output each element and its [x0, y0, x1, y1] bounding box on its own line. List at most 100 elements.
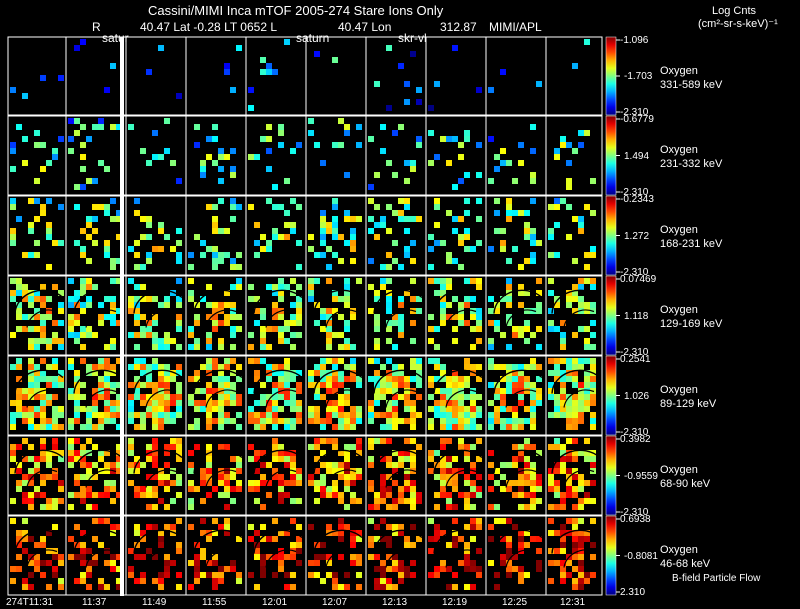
pixel: [386, 456, 392, 462]
pixel: [296, 418, 302, 424]
pixel: [320, 370, 326, 376]
pixel: [326, 406, 332, 412]
pixel: [236, 364, 242, 370]
image-panel: [548, 358, 601, 430]
colorbar-mid-label: 1.026: [624, 390, 650, 402]
pixel: [452, 370, 458, 376]
pixel: [92, 474, 98, 480]
pixel: [230, 258, 236, 264]
pixel: [326, 462, 332, 468]
pixel: [308, 370, 314, 376]
pixel: [458, 216, 464, 222]
pixel: [470, 584, 476, 590]
pixel: [452, 536, 458, 542]
pixel: [572, 412, 578, 418]
pixel: [428, 548, 434, 554]
pixel: [230, 148, 236, 154]
pixel: [446, 456, 452, 462]
pixel: [68, 326, 74, 332]
pixel: [338, 358, 344, 364]
pixel: [110, 554, 116, 560]
pixel: [140, 462, 146, 468]
pixel: [260, 246, 266, 252]
pixel: [566, 364, 572, 370]
image-panel: [308, 278, 363, 350]
pixel: [272, 302, 278, 308]
pixel: [488, 474, 494, 480]
pixel: [470, 462, 476, 468]
pixel: [308, 296, 314, 302]
pixel: [470, 314, 476, 320]
pixel: [410, 406, 416, 412]
colorbar-min-label: 2.310: [620, 587, 646, 598]
pixel: [266, 492, 272, 498]
pixel: [140, 314, 146, 320]
pixel: [560, 498, 566, 504]
pixel: [578, 142, 584, 148]
pixel: [344, 344, 350, 350]
pixel: [308, 524, 314, 530]
pixel: [332, 234, 338, 240]
pixel: [590, 252, 596, 258]
pixel: [518, 566, 524, 572]
pixel: [40, 204, 46, 210]
pixel: [374, 338, 380, 344]
pixel: [80, 290, 86, 296]
pixel: [284, 530, 290, 536]
pixel: [326, 400, 332, 406]
pixel: [134, 284, 140, 290]
pixel: [134, 332, 140, 338]
image-panel: [248, 438, 303, 510]
pixel: [164, 572, 170, 578]
pixel: [338, 400, 344, 406]
pixel: [548, 382, 554, 388]
pixel: [572, 418, 578, 424]
pixel: [134, 424, 140, 430]
colorbar-max-label: -1.096: [620, 35, 649, 46]
pixel: [536, 450, 542, 456]
pixel: [28, 382, 34, 388]
pixel: [572, 394, 578, 400]
pixel: [404, 480, 410, 486]
pixel: [212, 578, 218, 584]
pixel: [284, 338, 290, 344]
pixel: [560, 412, 566, 418]
pixel: [34, 252, 40, 258]
pixel: [272, 204, 278, 210]
pixel: [494, 326, 500, 332]
pixel: [320, 542, 326, 548]
field-line-arc: [325, 389, 357, 408]
pixel: [512, 388, 518, 394]
pixel: [332, 424, 338, 430]
pixel: [40, 338, 46, 344]
pixel: [392, 258, 398, 264]
pixel: [218, 382, 224, 388]
pixel: [344, 124, 350, 130]
pixel: [488, 504, 494, 510]
pixel: [74, 184, 80, 190]
colorbar-max-label: 0.2541: [620, 354, 651, 365]
pixel: [446, 258, 452, 264]
pixel: [28, 572, 34, 578]
pixel: [16, 326, 22, 332]
pixel: [458, 412, 464, 418]
pixel: [134, 542, 140, 548]
header-r-label: R: [92, 20, 101, 34]
pixel: [548, 530, 554, 536]
pixel: [224, 388, 230, 394]
pixel: [374, 492, 380, 498]
pixel: [350, 542, 356, 548]
pixel: [10, 498, 16, 504]
image-panel: [368, 518, 423, 590]
pixel: [194, 314, 200, 320]
pixel: [68, 492, 74, 498]
pixel: [98, 358, 104, 364]
pixel: [86, 504, 92, 510]
pixel: [34, 314, 40, 320]
pixel: [52, 338, 58, 344]
pixel: [368, 462, 374, 468]
pixel: [74, 542, 80, 548]
pixel: [476, 172, 482, 178]
pixel: [344, 412, 350, 418]
pixel: [398, 210, 404, 216]
